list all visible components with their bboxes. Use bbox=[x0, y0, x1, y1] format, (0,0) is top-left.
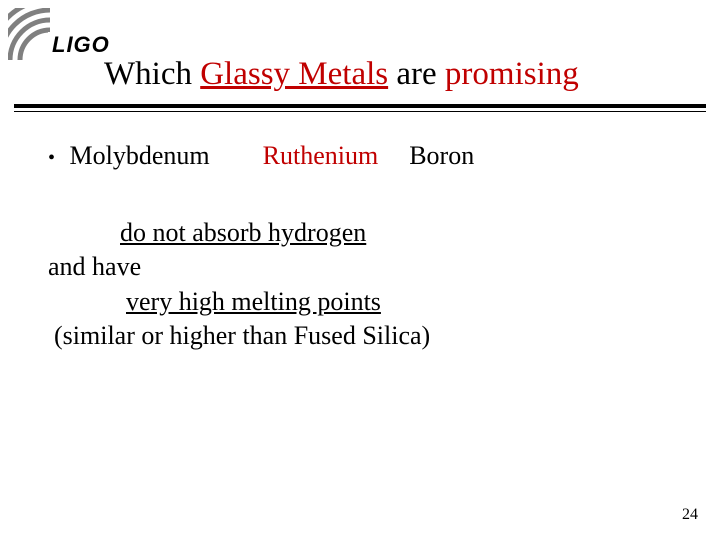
ligo-logo: LIGO bbox=[8, 8, 148, 58]
title-word-3: are bbox=[388, 56, 445, 92]
text-high-melting: very high melting points bbox=[126, 287, 381, 316]
title-word-2: Glassy Metals bbox=[200, 56, 388, 92]
elem-ruthenium: Ruthenium bbox=[263, 141, 379, 170]
title-rule-thick bbox=[14, 104, 706, 108]
slide: LIGO Which Glassy Metals are promising •… bbox=[0, 0, 720, 540]
text-no-absorb: do not absorb hydrogen bbox=[120, 218, 366, 247]
body-line-3: and have bbox=[48, 251, 668, 284]
elem-molybdenum: Molybdenum bbox=[70, 141, 210, 170]
body-line-4: very high melting points bbox=[48, 286, 668, 319]
bullet-row: • Molybdenum Ruthenium Boron bbox=[48, 140, 668, 173]
elem-boron: Boron bbox=[409, 141, 474, 170]
page-number: 24 bbox=[682, 506, 698, 524]
bullet-icon: • bbox=[48, 146, 55, 171]
body-line-5: (similar or higher than Fused Silica) bbox=[48, 320, 668, 353]
logo-text: LIGO bbox=[48, 32, 110, 58]
body-line-2: do not absorb hydrogen bbox=[48, 217, 668, 250]
title-word-4: promising bbox=[445, 56, 579, 92]
title-word-1: Which bbox=[104, 56, 200, 92]
text-fused-silica: (similar or higher than Fused Silica) bbox=[54, 321, 430, 350]
body-content: • Molybdenum Ruthenium Boron do not abso… bbox=[48, 140, 668, 353]
slide-title: Which Glassy Metals are promising bbox=[104, 56, 579, 93]
title-rule-thin bbox=[14, 111, 706, 112]
